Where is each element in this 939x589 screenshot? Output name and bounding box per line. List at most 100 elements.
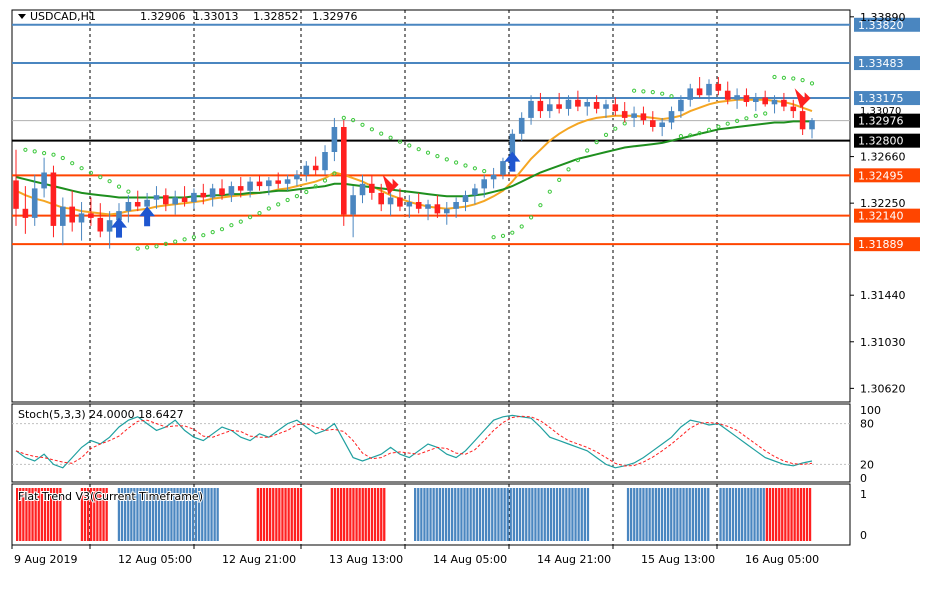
candle-body xyxy=(116,211,122,221)
flat-trend-bar xyxy=(540,488,543,541)
flat-trend-bar xyxy=(559,488,562,541)
psar-dot xyxy=(173,239,178,244)
candle-body xyxy=(266,180,272,187)
price-level-label: 1.33483 xyxy=(858,57,904,70)
symbol-menu-triangle-icon[interactable] xyxy=(18,14,26,19)
psar-dot xyxy=(304,189,309,195)
candle-body xyxy=(350,195,356,215)
flat-trend-bars xyxy=(16,488,812,541)
flat-trend-bar xyxy=(719,488,722,541)
flat-trend-bar xyxy=(488,488,491,541)
candle-body xyxy=(191,192,197,202)
flat-trend-bar xyxy=(352,488,355,541)
candle-body xyxy=(453,202,459,209)
flat-trend-bar xyxy=(293,488,296,541)
psar-dot xyxy=(725,121,730,126)
flat-trend-bar xyxy=(574,488,577,541)
candle-body xyxy=(650,120,656,127)
sell-arrow-icon xyxy=(382,174,399,195)
psar-dot xyxy=(491,235,496,240)
psar-dot xyxy=(613,126,618,131)
time-label: 12 Aug 05:00 xyxy=(118,553,192,566)
flat-trend-bar xyxy=(37,488,40,541)
flat-trend-bar xyxy=(750,488,753,541)
candle-body xyxy=(809,120,815,130)
flat-trend-bar xyxy=(99,488,102,541)
psar-dot xyxy=(332,171,337,176)
flat-trend-bar xyxy=(127,488,130,541)
flat-trend-bar xyxy=(198,488,201,541)
candle-body xyxy=(312,165,319,171)
candle-body xyxy=(219,188,225,196)
flat-trend-bar xyxy=(697,488,701,541)
candle-body xyxy=(575,99,581,107)
flat-trend-bar xyxy=(518,488,522,541)
price-tick-label: 1.33890 xyxy=(860,11,906,24)
candle-body xyxy=(537,100,544,112)
flat-trend-bar xyxy=(182,488,185,541)
psar-dot xyxy=(23,147,28,152)
candle-body xyxy=(228,186,235,196)
flat-trend-bar xyxy=(216,488,219,541)
flat-trend-bar xyxy=(188,488,192,541)
psar-dot xyxy=(219,227,225,232)
psar-dot xyxy=(444,157,449,162)
candle-body xyxy=(275,180,281,184)
flat-trend-bar xyxy=(673,488,676,541)
flat-trend-bar xyxy=(451,488,454,541)
flat-trend-bar xyxy=(423,488,426,541)
flat-trend-bar xyxy=(265,488,269,541)
candle-body xyxy=(331,127,338,152)
flat-trend-bar xyxy=(583,488,586,541)
flat-trend-bar xyxy=(444,488,448,541)
flat-trend-bar xyxy=(296,488,300,541)
price-level-label: 1.31889 xyxy=(858,238,904,251)
flat-trend-bar xyxy=(744,488,747,541)
psar-dot xyxy=(472,166,477,171)
psar-dot xyxy=(632,88,637,93)
candle-body xyxy=(406,202,413,207)
flat-trend-bar xyxy=(349,488,352,541)
flat-trend-bar xyxy=(185,488,188,541)
flat-trend-bar xyxy=(56,488,59,541)
candle-body xyxy=(303,165,310,175)
flat-trend-label: Flat Trend V3(Current Timeframe) xyxy=(18,490,203,503)
candle-body xyxy=(378,192,384,205)
stochastic-tick-label: 80 xyxy=(860,418,874,431)
flat-trend-bar xyxy=(34,488,37,541)
candle-body xyxy=(256,181,263,187)
candle-body xyxy=(603,104,609,109)
psar-dot xyxy=(191,235,196,240)
sell-arrow-icon xyxy=(794,88,811,109)
candle-body xyxy=(134,202,141,207)
flat-trend-bar xyxy=(663,488,667,541)
psar-dot xyxy=(800,78,805,83)
parabolic-sar-dots xyxy=(23,74,815,251)
candle-body xyxy=(509,133,516,162)
flat-trend-bar xyxy=(93,488,96,541)
flat-trend-bar xyxy=(213,488,216,541)
flat-trend-bar xyxy=(139,488,142,541)
candle-body xyxy=(397,197,403,207)
candle-body xyxy=(762,97,768,105)
stochastic-panel xyxy=(11,403,851,483)
flat-trend-bar xyxy=(667,488,670,541)
flat-trend-bar xyxy=(500,488,503,541)
flat-trend-bar xyxy=(299,488,303,541)
time-axis: 9 Aug 2019 12 Aug 05:00 12 Aug 21:00 13 Aug… xyxy=(11,545,819,566)
flat-trend-tick-label: 1 xyxy=(860,488,867,501)
psar-dot xyxy=(351,118,356,123)
candle-body xyxy=(621,111,628,118)
flat-trend-bar xyxy=(25,488,28,541)
flat-trend-bar xyxy=(768,488,772,541)
flat-trend-bar xyxy=(799,488,802,541)
psar-dot xyxy=(669,94,674,99)
flat-trend-bar xyxy=(549,488,553,541)
flat-trend-bar xyxy=(157,488,161,541)
flat-trend-bar xyxy=(651,488,654,541)
flat-trend-bar xyxy=(151,488,155,541)
psar-dot xyxy=(42,151,47,156)
flat-trend-bar xyxy=(747,488,750,541)
stochastic-label: Stoch(5,3,3) 24.0000 18.6427 xyxy=(18,408,184,421)
flat-trend-bar xyxy=(784,488,787,541)
